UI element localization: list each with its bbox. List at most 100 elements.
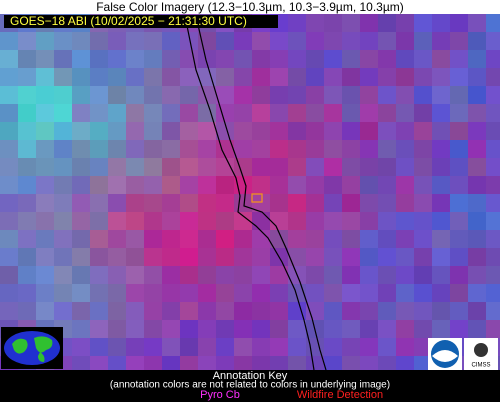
image-tile — [396, 104, 414, 122]
image-tile — [126, 248, 144, 266]
satellite-image — [0, 14, 500, 370]
image-tile — [198, 176, 216, 194]
image-tile — [126, 266, 144, 284]
image-tile — [450, 140, 468, 158]
image-tile — [18, 86, 36, 104]
image-tile — [378, 320, 396, 338]
annotation-key — [0, 370, 500, 402]
image-tile — [306, 68, 324, 86]
image-tile — [324, 32, 342, 50]
image-tile — [270, 194, 288, 212]
image-tile — [414, 176, 432, 194]
image-tile — [306, 32, 324, 50]
boundary-line — [195, 15, 327, 371]
image-tile — [36, 176, 54, 194]
image-tile — [378, 86, 396, 104]
image-tile — [90, 158, 108, 176]
image-tile — [234, 266, 252, 284]
image-tile — [486, 230, 500, 248]
image-tile — [108, 230, 126, 248]
image-tile — [270, 320, 288, 338]
image-tile — [396, 230, 414, 248]
image-tile — [360, 194, 378, 212]
image-tile — [432, 140, 450, 158]
image-tile — [180, 266, 198, 284]
image-tile — [468, 266, 486, 284]
image-tile — [396, 50, 414, 68]
image-tile — [144, 320, 162, 338]
image-tile — [180, 302, 198, 320]
image-tile — [252, 68, 270, 86]
image-tile — [180, 140, 198, 158]
image-tile — [36, 248, 54, 266]
image-tile — [306, 14, 324, 32]
image-tile — [468, 86, 486, 104]
image-tile — [342, 68, 360, 86]
image-tile — [0, 68, 18, 86]
image-tile — [162, 194, 180, 212]
image-tile — [198, 302, 216, 320]
image-tile — [324, 14, 342, 32]
image-tile — [324, 104, 342, 122]
image-tile — [252, 104, 270, 122]
image-tile — [270, 50, 288, 68]
image-tile — [234, 140, 252, 158]
image-tile — [162, 104, 180, 122]
image-tile — [414, 356, 432, 370]
image-tile — [450, 68, 468, 86]
image-tile — [486, 284, 500, 302]
image-tile — [450, 284, 468, 302]
image-tile — [180, 86, 198, 104]
image-tile — [144, 50, 162, 68]
image-tile — [396, 86, 414, 104]
image-tile — [216, 104, 234, 122]
image-tile — [324, 230, 342, 248]
image-tile — [36, 68, 54, 86]
image-tile — [126, 50, 144, 68]
image-tile — [432, 212, 450, 230]
image-tile — [414, 158, 432, 176]
image-tile — [18, 68, 36, 86]
image-tile — [216, 68, 234, 86]
image-tile — [18, 122, 36, 140]
image-tile — [162, 320, 180, 338]
image-tile — [144, 284, 162, 302]
image-tile — [414, 230, 432, 248]
image-tile — [54, 86, 72, 104]
image-tile — [216, 320, 234, 338]
image-tile — [306, 194, 324, 212]
image-tile — [72, 86, 90, 104]
image-tile — [396, 338, 414, 356]
image-tile — [324, 122, 342, 140]
image-tile — [36, 194, 54, 212]
image-tile — [144, 68, 162, 86]
image-tile — [90, 356, 108, 370]
image-tile — [0, 284, 18, 302]
image-tile — [432, 248, 450, 266]
image-tile — [324, 194, 342, 212]
image-tile — [0, 50, 18, 68]
image-tile — [414, 248, 432, 266]
image-tile — [342, 50, 360, 68]
image-tile — [36, 86, 54, 104]
image-tile — [216, 122, 234, 140]
image-tile — [234, 68, 252, 86]
image-tile — [36, 266, 54, 284]
image-tile — [432, 266, 450, 284]
image-tile — [288, 338, 306, 356]
image-tile — [180, 32, 198, 50]
image-tile — [486, 68, 500, 86]
image-tile — [252, 86, 270, 104]
image-tile — [342, 158, 360, 176]
image-tile — [270, 32, 288, 50]
image-tile — [198, 68, 216, 86]
image-tile — [468, 212, 486, 230]
image-tile — [378, 140, 396, 158]
image-tile — [198, 140, 216, 158]
image-tile — [360, 140, 378, 158]
image-tile — [180, 356, 198, 370]
image-tile — [432, 86, 450, 104]
image-tile — [36, 230, 54, 248]
image-tile — [378, 68, 396, 86]
